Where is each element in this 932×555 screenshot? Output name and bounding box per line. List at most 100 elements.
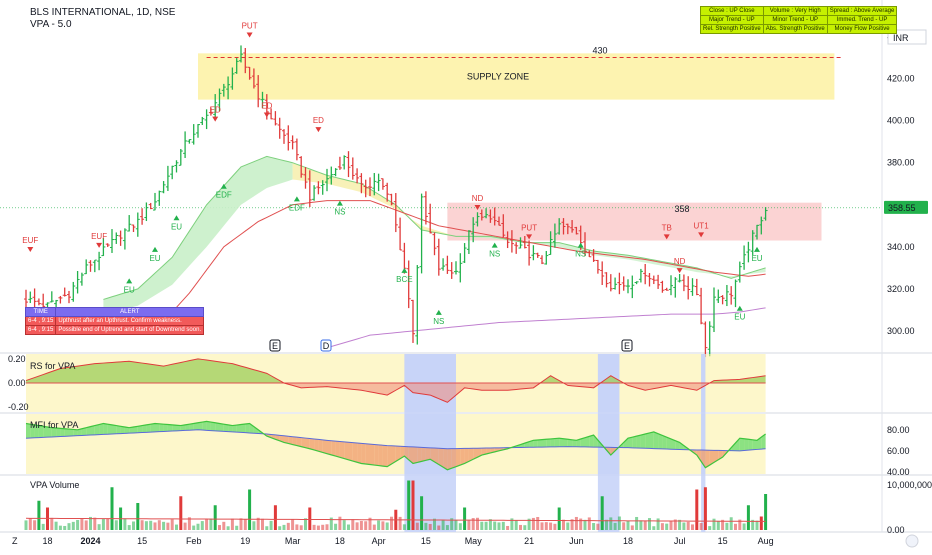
- volume-bar: [759, 516, 763, 530]
- volume-title: VPA Volume: [30, 480, 79, 490]
- volume-bar: [265, 526, 269, 530]
- volume-bar: [686, 521, 690, 530]
- mfi-fill-segment: [163, 424, 168, 432]
- signal-label: EUF: [22, 236, 38, 245]
- time-tick-label: 18: [335, 536, 345, 546]
- mfi-band: [701, 414, 706, 474]
- signal-label: PUT: [521, 223, 537, 232]
- mfi-fill-segment: [30, 424, 35, 438]
- volume-bar: [506, 525, 510, 530]
- volume-bar: [368, 517, 372, 530]
- volume-bar: [613, 522, 617, 530]
- volume-bar: [316, 525, 320, 530]
- signal-arrow-up: [336, 200, 343, 206]
- time-tick-label: Feb: [186, 536, 202, 546]
- time-tick-label: 18: [623, 536, 633, 546]
- mfi-fill-segment: [443, 448, 448, 470]
- volume-bar: [574, 516, 578, 530]
- price-tick-label: 380.00: [887, 158, 915, 168]
- volume-bar: [110, 487, 114, 530]
- volume-bar: [286, 522, 290, 530]
- volume-bar: [660, 523, 664, 530]
- volume-bar: [93, 517, 97, 530]
- mfi-fill-segment: [94, 424, 100, 435]
- volume-bar: [114, 520, 118, 530]
- volume-bar: [514, 520, 518, 530]
- mfi-fill-segment: [51, 427, 57, 437]
- signal-arrow-down: [27, 247, 34, 253]
- volume-bar: [80, 518, 84, 530]
- time-tick-label: May: [465, 536, 483, 546]
- mfi-fill-segment: [142, 424, 147, 433]
- volume-bar: [334, 523, 338, 530]
- mfi-fill-segment: [253, 426, 259, 434]
- volume-bar: [437, 525, 441, 530]
- volume-bar: [467, 519, 471, 530]
- mfi-fill-segment: [413, 446, 418, 464]
- volume-bar: [398, 516, 402, 530]
- mfi-fill-segment: [232, 425, 237, 433]
- volume-bar: [140, 520, 144, 530]
- mfi-fill-segment: [417, 447, 422, 463]
- info-immed-trend: Immed. Trend - UP: [826, 15, 898, 25]
- volume-bar: [50, 517, 54, 530]
- mfi-fill-segment: [735, 438, 740, 451]
- mfi-fill-segment: [572, 439, 577, 447]
- mfi-fill-segment: [580, 437, 585, 447]
- volume-tick-label: 10,000,000.00: [887, 480, 932, 490]
- dividend-marker: D: [323, 341, 330, 351]
- volume-bar: [24, 520, 28, 530]
- volume-bar: [725, 522, 729, 530]
- volume-bar: [519, 524, 522, 530]
- mfi-fill-segment: [38, 425, 44, 438]
- ma-purple-line: [326, 307, 766, 349]
- mfi-fill-segment: [554, 438, 560, 447]
- mfi-fill-segment: [219, 423, 224, 432]
- volume-bar: [166, 522, 170, 530]
- signal-label: EDF: [216, 191, 232, 200]
- mfi-fill-segment: [292, 436, 297, 446]
- volume-bar: [243, 519, 247, 530]
- mfi-fill-segment: [47, 426, 52, 438]
- volume-bar: [67, 523, 71, 530]
- info-close: Close : UP Close: [700, 6, 764, 16]
- mfi-fill-segment: [112, 424, 117, 434]
- mfi-fill-segment: [301, 437, 306, 448]
- mfi-fill-segment: [387, 445, 392, 467]
- mfi-fill-segment: [593, 435, 598, 448]
- volume-bar: [729, 517, 733, 530]
- volume-bar: [527, 518, 531, 530]
- mfi-fill-segment: [456, 448, 461, 467]
- volume-bar: [605, 519, 608, 530]
- price-badge-label: 358.55: [888, 203, 916, 213]
- volume-bar: [84, 520, 88, 530]
- alert-time: 6-4 , 9:15: [24, 316, 57, 326]
- volume-ma-line: [25, 517, 766, 522]
- volume-bar: [669, 521, 673, 530]
- volume-bar: [136, 503, 140, 530]
- volume-bar: [377, 520, 381, 530]
- mfi-fill-segment: [477, 448, 482, 458]
- info-spread: Spread : Above Average: [826, 6, 898, 16]
- mfi-fill-segment: [107, 424, 112, 435]
- volume-bar: [252, 521, 256, 530]
- rs-negative-area: [26, 383, 766, 403]
- alert-text: Upthrust after an Upthrust. Confirm weak…: [55, 316, 205, 326]
- volume-bar: [37, 500, 41, 530]
- mfi-fill-segment: [529, 440, 534, 448]
- volume-bar: [76, 519, 80, 530]
- mfi-fill-segment: [43, 426, 48, 438]
- signal-label: EUF: [91, 232, 107, 241]
- mfi-fill-segment: [90, 425, 95, 436]
- signal-arrow-down: [212, 116, 219, 122]
- mfi-fill-segment: [550, 438, 555, 447]
- volume-bar: [626, 520, 630, 530]
- mfi-fill-segment: [632, 436, 637, 448]
- volume-bar: [600, 496, 604, 530]
- mfi-fill-segment: [640, 434, 646, 449]
- volume-bar: [183, 522, 187, 530]
- mfi-fill-segment: [318, 439, 323, 453]
- mfi-fill-segment: [430, 447, 435, 462]
